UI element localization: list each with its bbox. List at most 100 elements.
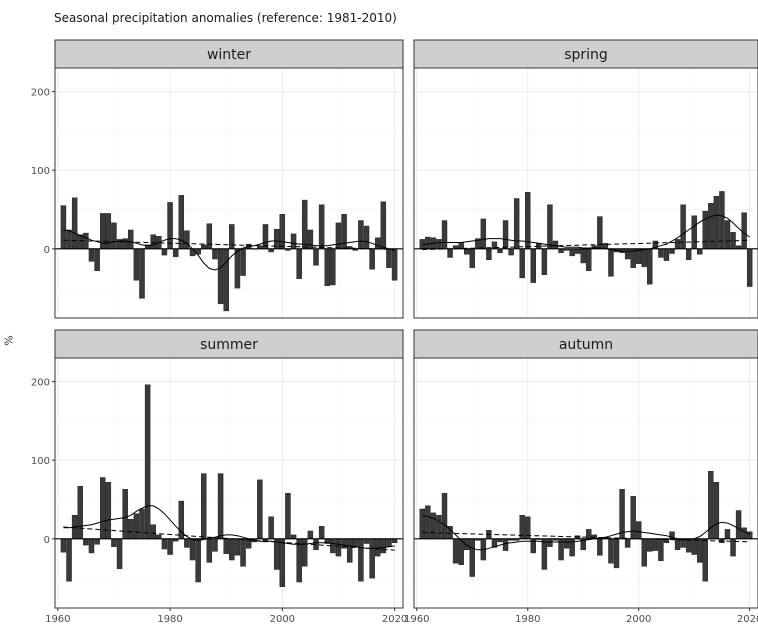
bar-autumn-1996 bbox=[613, 538, 620, 569]
bar-spring-1989 bbox=[574, 248, 581, 254]
bar-spring-2002 bbox=[647, 248, 653, 285]
bar-autumn-2012 bbox=[702, 538, 708, 582]
y-tick-label: 200 bbox=[31, 88, 50, 99]
bar-summer-1961 bbox=[60, 538, 67, 553]
bar-summer-1971 bbox=[116, 538, 123, 569]
bar-winter-2008 bbox=[324, 248, 330, 286]
bar-summer-2001 bbox=[285, 493, 291, 540]
bar-winter-1987 bbox=[206, 223, 213, 250]
bar-autumn-1969 bbox=[464, 538, 470, 551]
bar-spring-2012 bbox=[702, 210, 708, 250]
bar-autumn-2019 bbox=[741, 527, 747, 540]
bar-autumn-2014 bbox=[713, 482, 720, 540]
trend-line-winter bbox=[63, 239, 395, 250]
bar-autumn-1963 bbox=[430, 512, 437, 540]
bar-spring-1964 bbox=[436, 239, 442, 250]
bar-summer-1986 bbox=[201, 473, 207, 540]
bar-summer-1975 bbox=[139, 508, 145, 540]
bar-summer-2019 bbox=[386, 538, 392, 547]
bar-summer-1979 bbox=[161, 538, 168, 550]
bar-winter-1989 bbox=[217, 248, 224, 305]
bar-autumn-2000 bbox=[636, 521, 642, 540]
bar-winter-1973 bbox=[128, 229, 134, 250]
bar-spring-1993 bbox=[597, 216, 603, 250]
bar-summer-2012 bbox=[346, 538, 353, 563]
bar-autumn-2001 bbox=[641, 538, 647, 567]
bar-summer-1966 bbox=[88, 538, 95, 554]
bar-spring-1972 bbox=[480, 218, 487, 250]
bar-spring-2011 bbox=[697, 248, 703, 255]
x-tick-label: 1980 bbox=[157, 614, 182, 625]
bar-autumn-2009 bbox=[685, 538, 692, 553]
bar-spring-2009 bbox=[685, 248, 692, 261]
bar-winter-1997 bbox=[262, 224, 269, 250]
bar-summer-1965 bbox=[83, 538, 89, 546]
panel-border bbox=[413, 67, 758, 319]
bar-winter-1992 bbox=[234, 248, 241, 289]
bar-spring-1984 bbox=[547, 204, 553, 250]
bar-summer-2005 bbox=[307, 530, 314, 540]
bar-winter-2004 bbox=[302, 199, 308, 250]
bar-spring-1979 bbox=[519, 248, 525, 279]
bar-summer-1998 bbox=[268, 516, 274, 540]
bar-spring-1969 bbox=[464, 248, 470, 255]
bar-spring-1968 bbox=[458, 242, 464, 250]
bar-winter-2003 bbox=[296, 248, 302, 279]
bar-spring-2016 bbox=[724, 220, 731, 250]
facet-panel-autumn: autumn 1960 1980 2000 2020 bbox=[404, 329, 758, 625]
bar-winter-1970 bbox=[111, 222, 117, 250]
bar-winter-1979 bbox=[161, 248, 168, 256]
x-tick-label: 2000 bbox=[270, 614, 295, 625]
bar-summer-2018 bbox=[380, 538, 387, 554]
bar-summer-1989 bbox=[217, 473, 224, 540]
smooth-line-winter bbox=[63, 229, 395, 271]
bar-summer-1988 bbox=[212, 538, 218, 552]
facet-strip bbox=[54, 329, 404, 359]
bar-autumn-2010 bbox=[691, 538, 697, 555]
smooth-line-summer bbox=[63, 505, 395, 549]
bar-spring-2005 bbox=[663, 248, 670, 261]
bar-summer-1996 bbox=[257, 479, 263, 540]
bar-winter-1963 bbox=[71, 197, 78, 250]
panel-background bbox=[55, 68, 403, 318]
bar-autumn-1984 bbox=[547, 538, 553, 547]
bar-autumn-1995 bbox=[608, 538, 614, 564]
bar-autumn-2003 bbox=[652, 538, 659, 551]
bar-winter-1961 bbox=[60, 205, 67, 250]
bar-spring-1977 bbox=[508, 248, 514, 256]
bar-winter-1974 bbox=[133, 248, 140, 281]
facet-panel-winter: winter 0 100 200 bbox=[31, 39, 404, 319]
facet-label: spring bbox=[564, 47, 608, 63]
panel-border bbox=[54, 67, 404, 319]
bar-summer-2010 bbox=[335, 538, 342, 557]
bar-winter-2016 bbox=[369, 248, 375, 270]
bar-autumn-1987 bbox=[563, 538, 570, 549]
y-tick-label: 100 bbox=[31, 456, 50, 467]
bar-winter-2007 bbox=[318, 204, 325, 250]
bar-winter-1962 bbox=[66, 229, 72, 250]
bar-summer-1987 bbox=[206, 538, 213, 563]
y-tick-label: 200 bbox=[31, 378, 50, 389]
bar-summer-1999 bbox=[273, 538, 280, 570]
panel-background bbox=[414, 68, 758, 318]
facet-strip bbox=[54, 39, 404, 69]
bar-winter-2017 bbox=[375, 237, 381, 250]
bar-autumn-2016 bbox=[724, 529, 731, 540]
bar-autumn-1965 bbox=[441, 493, 448, 540]
bar-winter-2006 bbox=[313, 248, 319, 266]
bar-winter-1983 bbox=[184, 230, 190, 250]
bar-winter-2010 bbox=[335, 222, 342, 250]
bar-winter-1972 bbox=[122, 238, 128, 250]
facet-strip bbox=[413, 329, 758, 359]
bar-spring-2004 bbox=[658, 248, 664, 258]
bar-spring-2007 bbox=[674, 239, 681, 250]
panel-border bbox=[54, 357, 404, 609]
facet-panel-summer: summer 0 100 200 1960 1980 2000 2020 bbox=[31, 329, 407, 625]
bar-summer-1962 bbox=[66, 538, 72, 582]
smooth-line-autumn bbox=[422, 514, 750, 551]
bar-autumn-2004 bbox=[658, 538, 664, 562]
bar-spring-2006 bbox=[669, 248, 675, 254]
bar-spring-1991 bbox=[586, 248, 592, 272]
bar-winter-1975 bbox=[139, 248, 145, 299]
